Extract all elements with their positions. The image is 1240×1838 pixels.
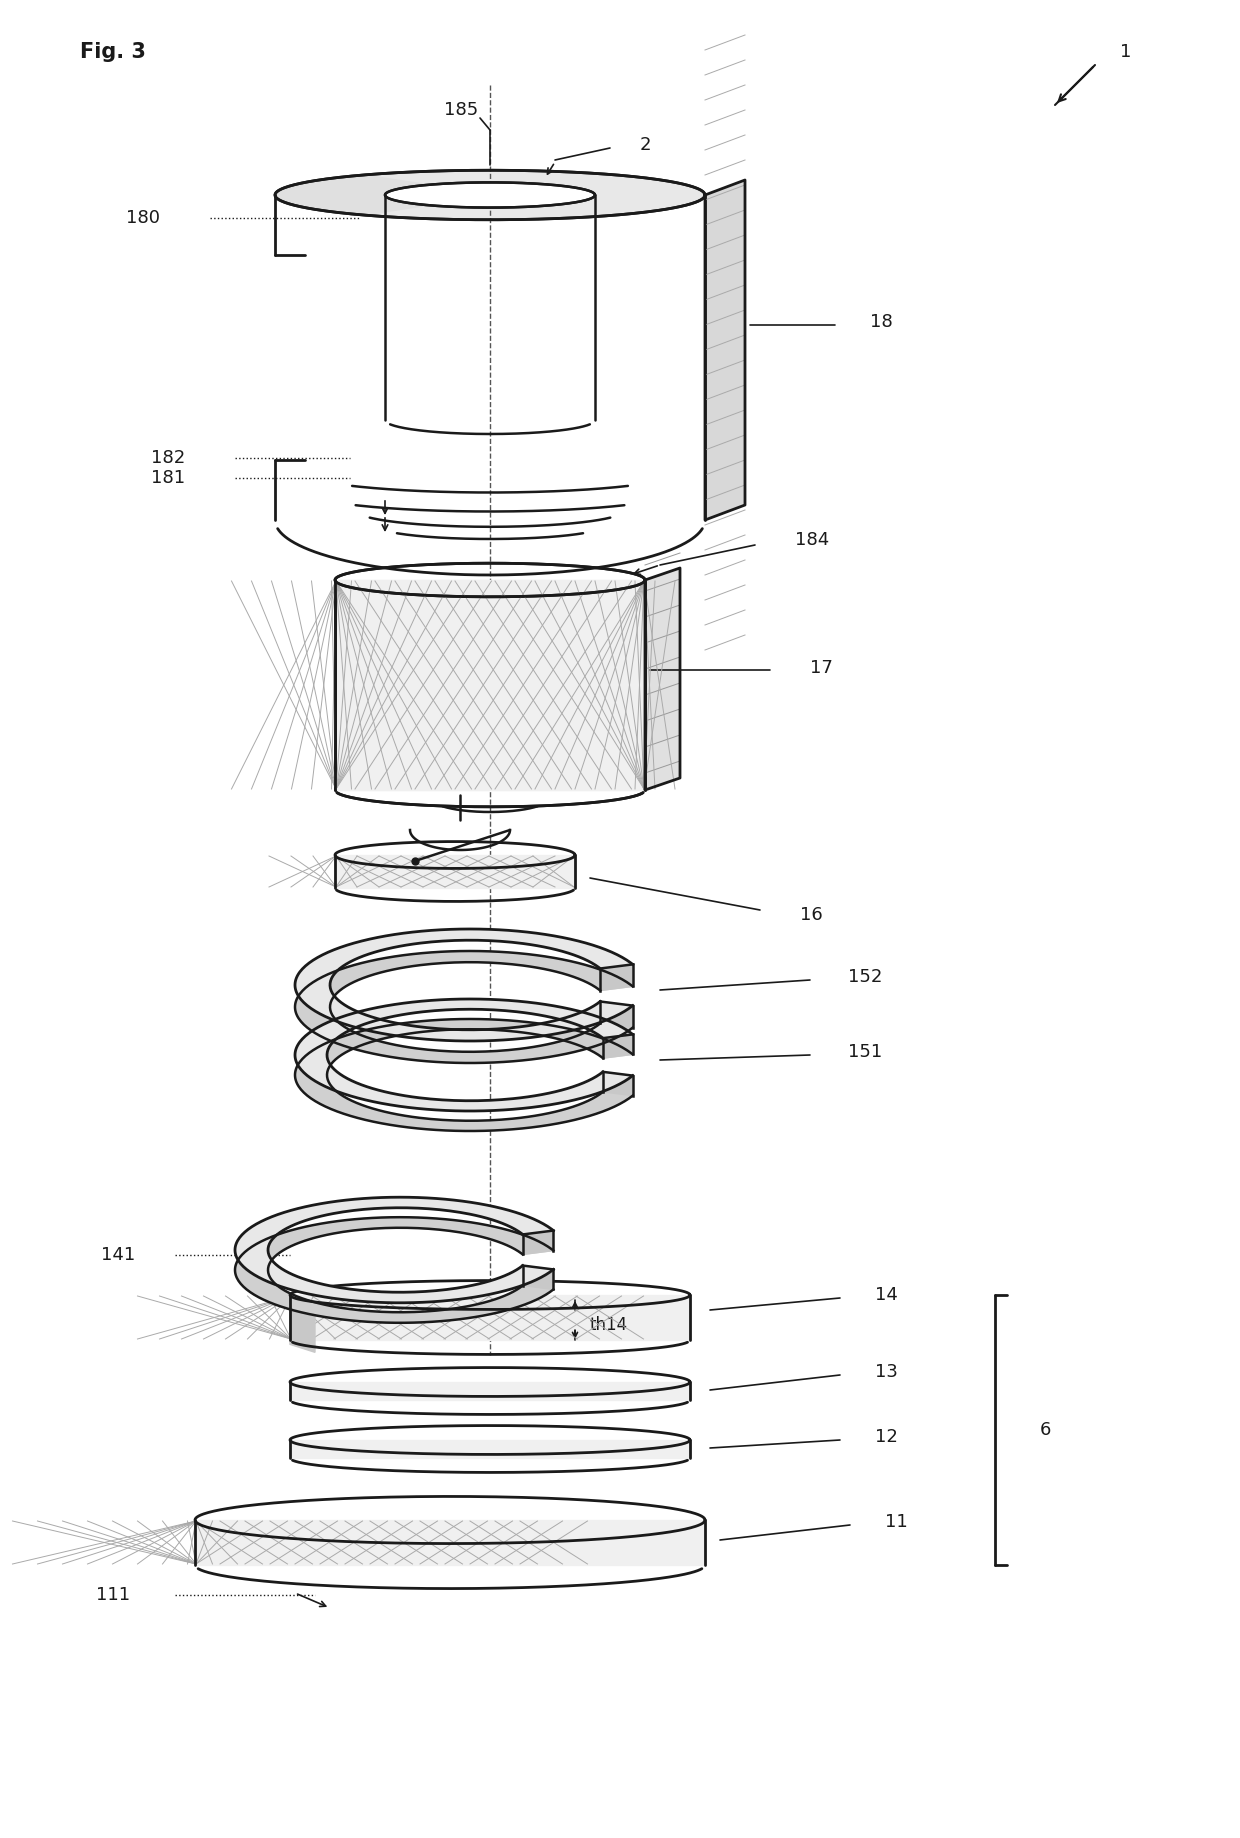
Polygon shape: [335, 855, 575, 888]
Text: Fig. 3: Fig. 3: [81, 42, 146, 62]
Text: 14: 14: [875, 1287, 898, 1303]
Text: 13: 13: [875, 1364, 898, 1380]
Text: 152: 152: [848, 969, 883, 985]
Polygon shape: [195, 1520, 706, 1564]
Polygon shape: [603, 1035, 632, 1059]
Polygon shape: [290, 1382, 689, 1401]
Polygon shape: [275, 175, 428, 215]
Polygon shape: [706, 180, 745, 520]
Polygon shape: [384, 182, 595, 208]
Polygon shape: [290, 1296, 689, 1340]
Text: th14: th14: [590, 1316, 629, 1334]
Text: 185: 185: [444, 101, 477, 119]
Polygon shape: [290, 1439, 689, 1458]
Polygon shape: [335, 581, 645, 790]
Polygon shape: [295, 928, 632, 1040]
Text: 6: 6: [1039, 1421, 1050, 1439]
Polygon shape: [295, 1018, 632, 1130]
Text: 111: 111: [95, 1586, 130, 1605]
Polygon shape: [600, 965, 632, 991]
Polygon shape: [236, 1217, 553, 1323]
Polygon shape: [275, 171, 706, 221]
Text: 1: 1: [1120, 42, 1131, 61]
Text: 141: 141: [100, 1246, 135, 1265]
Text: 17: 17: [810, 660, 833, 676]
Polygon shape: [600, 1002, 632, 1027]
Polygon shape: [603, 1072, 632, 1095]
Polygon shape: [236, 1197, 553, 1303]
Text: 182: 182: [151, 448, 185, 467]
Text: 2: 2: [640, 136, 651, 154]
Text: 180: 180: [126, 210, 160, 228]
Text: 181: 181: [151, 469, 185, 487]
Polygon shape: [295, 950, 632, 1062]
Text: 12: 12: [875, 1428, 898, 1447]
Polygon shape: [295, 1000, 632, 1110]
Polygon shape: [335, 581, 645, 790]
Polygon shape: [523, 1266, 553, 1290]
Text: 151: 151: [848, 1042, 882, 1061]
Polygon shape: [523, 1231, 553, 1255]
Text: 184: 184: [795, 531, 830, 550]
Polygon shape: [290, 1301, 315, 1353]
Text: 16: 16: [800, 906, 823, 925]
Polygon shape: [645, 568, 680, 790]
Text: 11: 11: [885, 1513, 908, 1531]
Text: 18: 18: [870, 312, 893, 331]
